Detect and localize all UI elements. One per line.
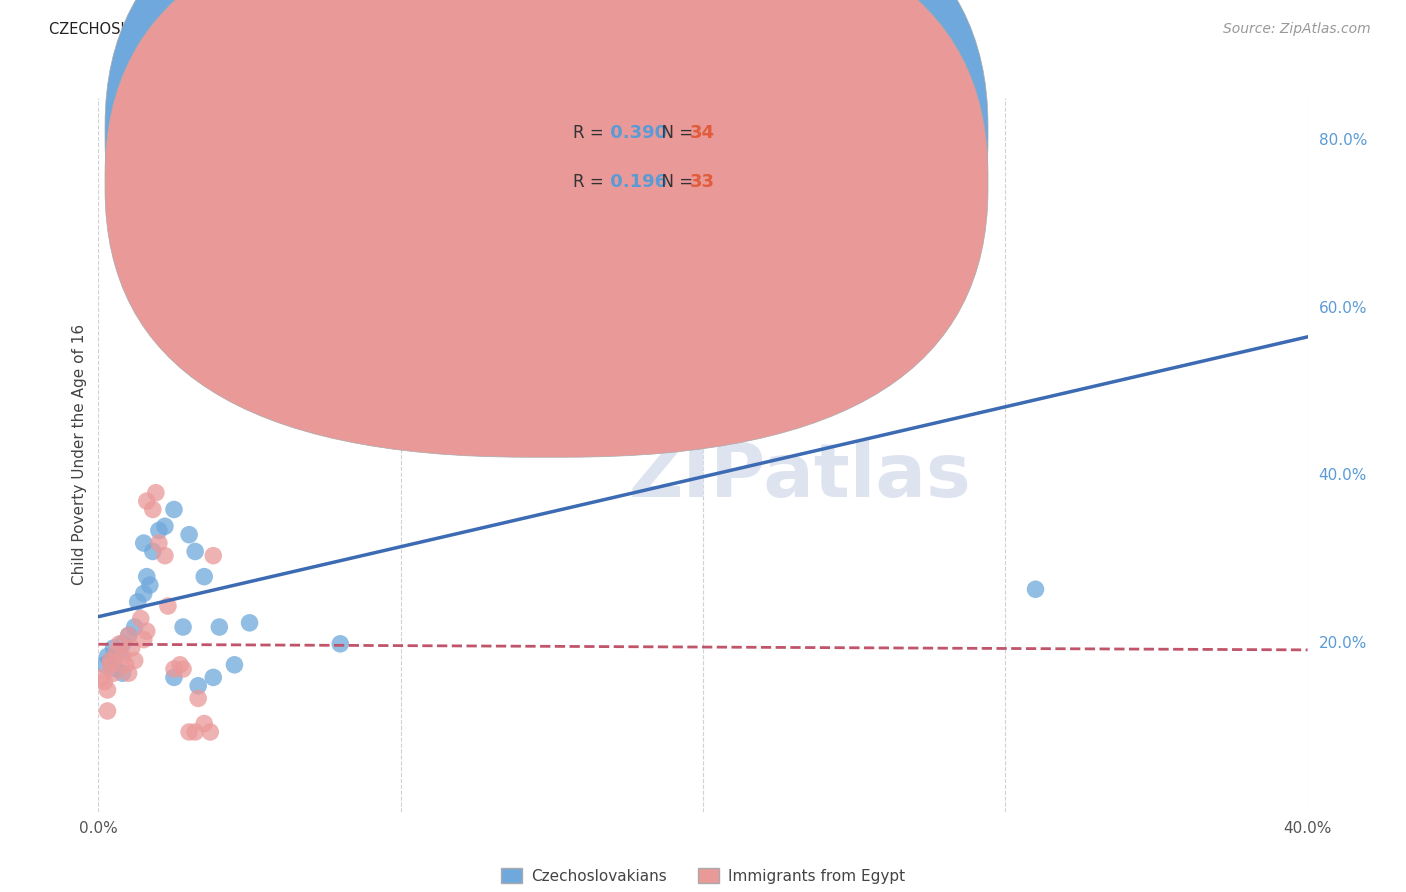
Point <box>111 666 134 681</box>
Text: 40.0%: 40.0% <box>1319 468 1367 483</box>
Point <box>177 725 201 739</box>
Point <box>114 657 136 672</box>
Point <box>193 716 215 731</box>
Point <box>163 662 186 676</box>
Point <box>132 536 155 550</box>
Point <box>132 632 155 647</box>
Point <box>169 657 191 672</box>
Point <box>142 502 165 516</box>
Point <box>153 549 176 563</box>
Legend: Czechoslovakians, Immigrants from Egypt: Czechoslovakians, Immigrants from Egypt <box>495 863 911 890</box>
Point <box>200 725 222 739</box>
Point <box>118 628 141 642</box>
Point <box>450 351 472 366</box>
Point <box>184 544 207 558</box>
Point <box>148 524 170 538</box>
Point <box>135 494 157 508</box>
Point <box>105 645 128 659</box>
Point <box>124 620 146 634</box>
Text: 0.196: 0.196 <box>605 173 668 191</box>
Point <box>96 683 118 698</box>
Point <box>108 645 131 659</box>
Point <box>187 691 209 706</box>
Point <box>100 654 122 668</box>
Point <box>118 666 141 681</box>
Point <box>163 670 186 684</box>
Point <box>374 389 396 403</box>
Text: 20.0%: 20.0% <box>1319 636 1367 651</box>
Point <box>172 620 194 634</box>
Point <box>111 649 134 664</box>
Y-axis label: Child Poverty Under the Age of 16: Child Poverty Under the Age of 16 <box>72 325 87 585</box>
Text: 0.390: 0.390 <box>605 124 668 142</box>
Point <box>239 615 262 630</box>
Point <box>1024 582 1046 597</box>
Point <box>103 666 125 681</box>
Point <box>202 670 225 684</box>
Point <box>118 628 141 642</box>
Point <box>93 674 115 689</box>
Text: N =: N = <box>651 124 697 142</box>
Point <box>208 620 231 634</box>
Point <box>135 624 157 639</box>
Point <box>142 544 165 558</box>
Point <box>153 519 176 533</box>
Point <box>124 654 146 668</box>
Point <box>132 586 155 600</box>
Point <box>156 599 179 613</box>
Text: Source: ZipAtlas.com: Source: ZipAtlas.com <box>1223 22 1371 37</box>
Point <box>202 549 225 563</box>
Point <box>96 704 118 718</box>
Text: 60.0%: 60.0% <box>1319 301 1367 316</box>
Point <box>111 637 134 651</box>
Point <box>163 502 186 516</box>
Text: CZECHOSLOVAKIAN VS IMMIGRANTS FROM EGYPT CHILD POVERTY UNDER THE AGE OF 16 CORRE: CZECHOSLOVAKIAN VS IMMIGRANTS FROM EGYPT… <box>49 22 869 37</box>
Point <box>121 640 143 655</box>
Point <box>145 485 167 500</box>
Point <box>135 569 157 583</box>
Point <box>329 637 352 651</box>
Text: R =: R = <box>574 173 609 191</box>
Text: R =: R = <box>574 124 609 142</box>
Point <box>184 725 207 739</box>
Point <box>224 657 246 672</box>
Point <box>129 612 152 626</box>
Text: 33: 33 <box>690 173 714 191</box>
Point <box>148 536 170 550</box>
Point <box>90 670 112 684</box>
Text: 34: 34 <box>690 124 714 142</box>
Point <box>96 649 118 664</box>
Point <box>93 657 115 672</box>
Point <box>108 637 131 651</box>
Text: ZIPatlas: ZIPatlas <box>628 440 972 513</box>
Text: 80.0%: 80.0% <box>1319 133 1367 147</box>
Point <box>103 640 125 655</box>
Point <box>187 679 209 693</box>
Point <box>193 569 215 583</box>
Point <box>510 251 533 265</box>
Point <box>100 654 122 668</box>
Point <box>177 527 201 541</box>
Point <box>172 662 194 676</box>
Point <box>100 657 122 672</box>
Point <box>127 595 149 609</box>
Point <box>139 578 162 592</box>
Text: N =: N = <box>651 173 697 191</box>
Point <box>105 662 128 676</box>
